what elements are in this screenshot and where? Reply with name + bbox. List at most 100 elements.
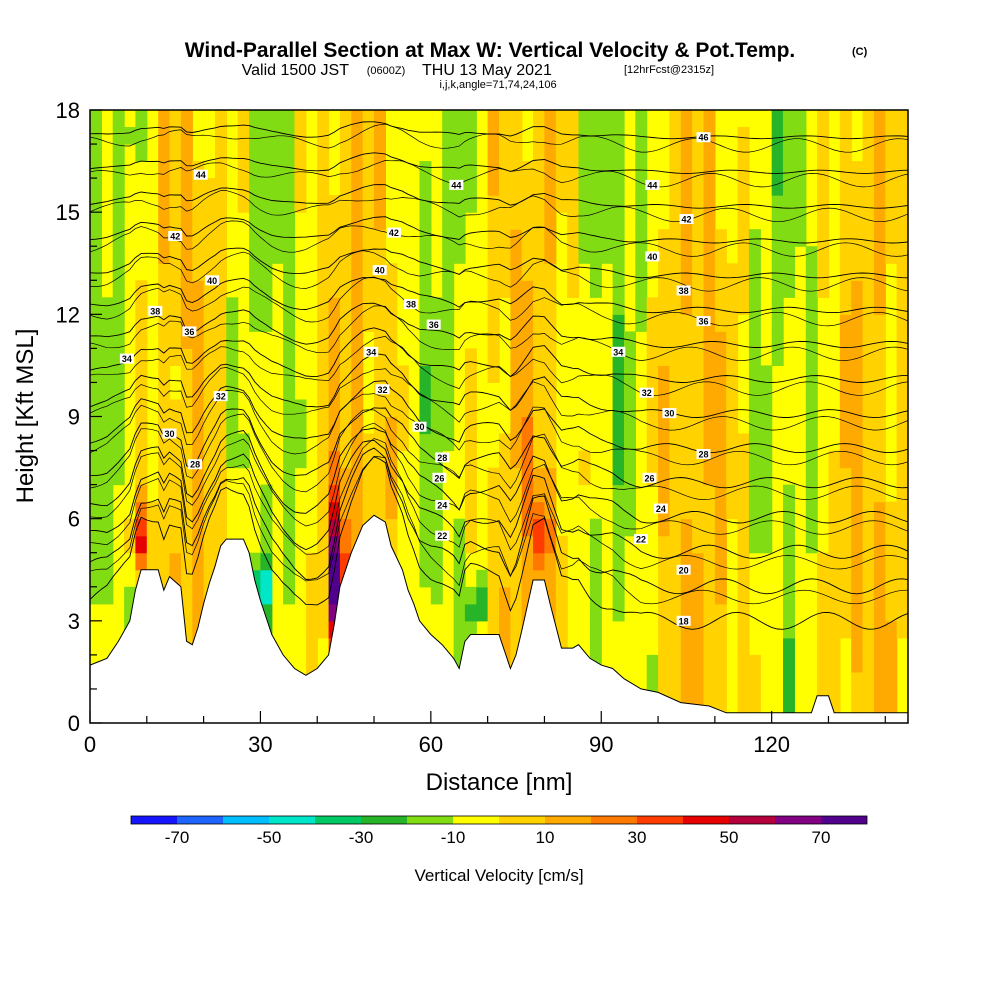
- y-tick-label: 0: [68, 711, 80, 736]
- velocity-cell: [839, 348, 852, 366]
- velocity-cell: [817, 127, 830, 145]
- velocity-cell: [726, 416, 739, 435]
- velocity-cell: [203, 433, 216, 452]
- velocity-cell: [851, 382, 864, 400]
- colorbar-swatch: [131, 816, 177, 824]
- velocity-cell: [862, 297, 875, 315]
- velocity-cell: [487, 348, 500, 366]
- theta-label-box: [435, 452, 450, 463]
- velocity-cell: [703, 229, 716, 247]
- velocity-cell: [817, 637, 830, 656]
- velocity-cell: [578, 161, 591, 179]
- velocity-cell: [669, 110, 682, 128]
- velocity-cell: [862, 501, 875, 520]
- velocity-cell: [101, 450, 114, 469]
- velocity-cell: [783, 620, 795, 639]
- velocity-cell: [783, 246, 795, 264]
- velocity-cell: [578, 246, 591, 264]
- velocity-cell: [828, 688, 841, 707]
- velocity-cell: [215, 297, 227, 315]
- velocity-cell: [203, 314, 216, 332]
- velocity-cell: [464, 178, 477, 196]
- velocity-cell: [748, 280, 761, 298]
- velocity-cell: [317, 552, 330, 571]
- velocity-cell: [203, 229, 216, 247]
- velocity-cell: [226, 416, 239, 435]
- theta-label: 30: [662, 408, 677, 419]
- velocity-cell: [658, 331, 671, 349]
- velocity-cell: [680, 229, 693, 247]
- theta-label-box: [213, 391, 228, 402]
- velocity-cell: [339, 450, 352, 469]
- velocity-cell: [726, 331, 739, 349]
- velocity-cell: [748, 501, 761, 520]
- y-axis: 0 3 6 9 12 15 18: [56, 98, 102, 736]
- velocity-cell: [839, 620, 852, 639]
- velocity-cell: [817, 620, 830, 639]
- theta-contour: [90, 121, 908, 140]
- velocity-cell: [862, 229, 875, 247]
- velocity-cell: [624, 467, 636, 486]
- velocity-cell: [714, 501, 727, 520]
- theta-contour: [90, 390, 908, 466]
- velocity-cell: [146, 501, 159, 520]
- velocity-cell: [896, 467, 908, 486]
- velocity-cell: [112, 416, 125, 435]
- velocity-cell: [669, 518, 682, 537]
- velocity-cell: [339, 433, 352, 452]
- theta-label-box: [426, 319, 441, 330]
- velocity-cell: [862, 127, 875, 145]
- velocity-cell: [748, 671, 761, 690]
- velocity-cell: [317, 229, 330, 247]
- velocity-cell: [464, 535, 477, 554]
- velocity-cell: [680, 110, 693, 128]
- theta-label: 42: [168, 231, 183, 242]
- velocity-cell: [635, 127, 648, 145]
- velocity-cell: [112, 433, 125, 452]
- theta-label: 38: [676, 285, 691, 296]
- velocity-cell: [510, 229, 523, 247]
- velocity-cell: [669, 144, 682, 162]
- velocity-cell: [419, 280, 432, 298]
- velocity-cell: [726, 501, 739, 520]
- velocity-cell: [646, 433, 659, 452]
- velocity-cell: [249, 110, 262, 128]
- velocity-cell: [294, 433, 307, 452]
- velocity-cell: [158, 280, 171, 298]
- velocity-cell: [896, 178, 908, 196]
- velocity-cell: [658, 637, 671, 656]
- velocity-cell: [533, 314, 546, 332]
- velocity-cell: [283, 586, 296, 605]
- velocity-cell: [839, 144, 852, 162]
- velocity-cell: [862, 552, 875, 571]
- velocity-cell: [510, 263, 523, 281]
- velocity-cell: [249, 127, 262, 145]
- velocity-cell: [487, 127, 500, 145]
- velocity-cell: [873, 569, 886, 588]
- velocity-cell: [817, 654, 830, 673]
- velocity-cell: [464, 399, 477, 418]
- velocity-cell: [124, 127, 137, 145]
- velocity-cell: [328, 331, 341, 349]
- velocity-cell: [180, 297, 193, 315]
- velocity-cell: [589, 246, 602, 264]
- velocity-cell: [692, 603, 705, 622]
- velocity-cell: [101, 518, 114, 537]
- velocity-cell: [885, 586, 898, 605]
- velocity-cell: [714, 348, 727, 366]
- velocity-cell: [714, 399, 727, 418]
- velocity-cell: [283, 518, 296, 537]
- velocity-cell: [851, 195, 864, 213]
- velocity-cell: [817, 212, 830, 230]
- velocity-cell: [305, 552, 318, 571]
- velocity-cell: [203, 518, 216, 537]
- velocity-cell: [805, 297, 818, 315]
- velocity-cell: [783, 535, 795, 554]
- velocity-cell: [215, 127, 227, 145]
- velocity-cell: [203, 195, 216, 213]
- x-axis: 0 30 60 90 120: [84, 711, 886, 757]
- velocity-cell: [419, 212, 432, 230]
- velocity-cell: [180, 263, 193, 281]
- velocity-cell: [328, 314, 341, 332]
- velocity-cell: [476, 569, 489, 588]
